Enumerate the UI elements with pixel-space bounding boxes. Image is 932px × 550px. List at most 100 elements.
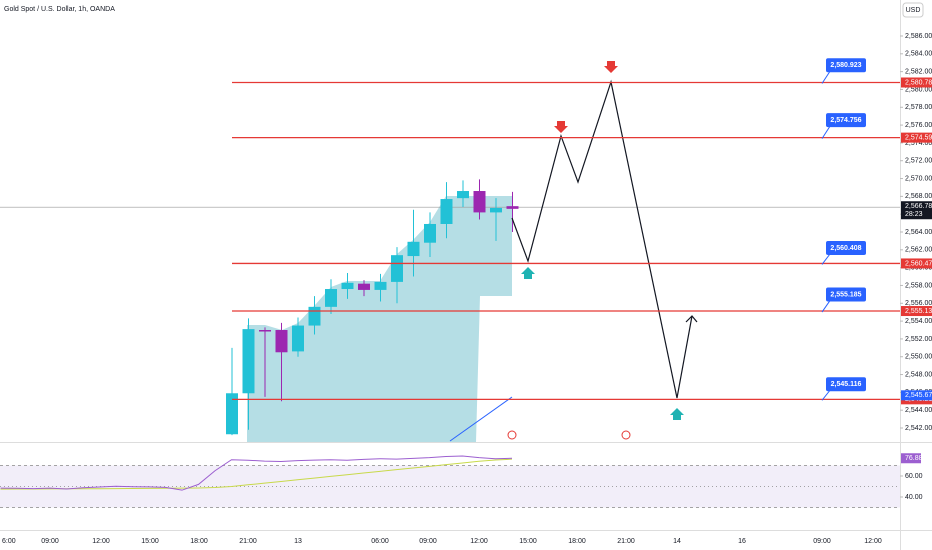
candle-body	[440, 199, 453, 224]
y-tick-label: 2,574.000	[905, 140, 932, 147]
x-tick-label: 16	[738, 538, 746, 545]
y-tick-label: 2,586.000	[905, 33, 932, 40]
candle-body	[325, 289, 337, 307]
y-tick-label: 2,576.000	[905, 122, 932, 129]
arrow-up	[521, 267, 535, 279]
candle-body	[226, 393, 238, 435]
level-tag	[901, 132, 932, 143]
candle-body	[308, 306, 321, 326]
x-tick-label: 09:00	[419, 538, 437, 545]
target-tag-label: 2,574.756	[830, 117, 861, 124]
target-tag	[826, 241, 866, 256]
last-price-label: 2,566.780	[905, 203, 932, 210]
x-tick-label: 12:00	[92, 538, 110, 545]
level-tag-label: 2,555.130	[905, 308, 932, 315]
y-tick-label: 2,550.000	[905, 354, 932, 361]
target-tag	[826, 113, 866, 128]
axis-tag-label: 2,545.671	[905, 392, 932, 399]
projection-path	[511, 79, 693, 399]
target-leader	[821, 300, 831, 313]
y-tick-label: 2,584.000	[905, 51, 932, 58]
arrow-down	[604, 61, 618, 73]
x-tick-label: 06:00	[371, 538, 389, 545]
chart-title: Gold Spot / U.S. Dollar, 1h, OANDA	[4, 6, 115, 13]
x-tick-label: 15:00	[519, 538, 537, 545]
rsi-tick-label: 40.00	[905, 494, 923, 501]
target-tag	[826, 287, 866, 302]
countdown: 28:23	[905, 211, 923, 218]
rsi-last-tag	[901, 453, 921, 464]
level-tag-label: 2,580.781	[905, 79, 932, 86]
y-tick-label: 2,568.000	[905, 193, 932, 200]
y-tick-label: 2,562.000	[905, 247, 932, 254]
y-tick-label: 2,564.000	[905, 229, 932, 236]
candle-body	[407, 241, 420, 257]
arrow-down	[554, 121, 568, 133]
level-tag-label: 2,574.593	[905, 134, 932, 141]
axis-tag	[901, 390, 932, 401]
candle-body	[275, 330, 288, 353]
level-tag	[901, 258, 932, 269]
y-tick-label: 2,548.000	[905, 371, 932, 378]
x-tick-label: 09:00	[41, 538, 59, 545]
y-tick-label: 2,582.000	[905, 68, 932, 75]
candle-body	[358, 283, 370, 290]
target-tag-label: 2,545.116	[831, 381, 862, 388]
candle-body	[292, 325, 304, 352]
candle-body	[506, 206, 519, 209]
target-tag-label: 2,580.923	[830, 62, 861, 69]
y-tick-label: 2,572.000	[905, 158, 932, 165]
projection-arrowhead	[685, 315, 698, 323]
target-leader	[821, 70, 831, 84]
candle-body	[473, 191, 486, 213]
target-leader	[821, 125, 831, 139]
y-tick-label: 2,554.000	[905, 318, 932, 325]
x-tick-label: 09:00	[813, 538, 831, 545]
y-tick-label: 2,578.000	[905, 104, 932, 111]
event-icon[interactable]	[507, 430, 517, 440]
last-price-tag	[901, 201, 932, 220]
x-tick-label: 14	[673, 538, 681, 545]
level-tag	[901, 306, 932, 317]
event-icon[interactable]	[621, 430, 631, 440]
currency[interactable]: USD	[906, 7, 921, 14]
x-tick-label: 21:00	[239, 538, 257, 545]
candle-body	[374, 281, 387, 290]
rsi-ma-line	[0, 458, 513, 490]
candle-body	[341, 282, 354, 290]
target-tag	[826, 377, 866, 392]
trend-line	[449, 396, 513, 442]
highlight-area	[247, 196, 512, 442]
arrow-up	[670, 408, 684, 420]
target-leader	[821, 253, 831, 265]
y-tick-label: 2,552.000	[905, 336, 932, 343]
y-tick-label: 2,558.000	[905, 282, 932, 289]
candle-body	[457, 191, 469, 199]
x-tick-label: 18:00	[190, 538, 208, 545]
rsi-tick-label: 60.00	[905, 473, 923, 480]
currency-button[interactable]	[902, 2, 924, 18]
rsi-last-label: 76.88	[905, 455, 923, 462]
x-tick-label: 18:00	[568, 538, 586, 545]
x-tick-label: 21:00	[617, 538, 635, 545]
candle-body	[391, 255, 403, 282]
target-leader	[821, 389, 831, 401]
y-tick-label: 2,570.000	[905, 175, 932, 182]
level-tag-label: 2,560.470	[905, 260, 932, 267]
y-tick-label: 2,580.000	[905, 86, 932, 93]
x-tick-label: 12:00	[470, 538, 488, 545]
candle-body	[424, 223, 436, 243]
rsi-line	[0, 455, 513, 491]
candle-body	[259, 330, 271, 332]
target-tag	[826, 58, 866, 73]
candle-body	[490, 207, 502, 213]
level-tag	[901, 77, 932, 88]
x-tick-label: 13	[294, 538, 302, 545]
y-tick-label: 2,542.000	[905, 425, 932, 432]
candle-body	[242, 329, 255, 394]
x-tick-label: 6:00	[2, 538, 16, 545]
y-tick-label: 2,544.000	[905, 407, 932, 414]
target-tag-label: 2,560.408	[830, 245, 861, 252]
x-tick-label: 15:00	[141, 538, 159, 545]
